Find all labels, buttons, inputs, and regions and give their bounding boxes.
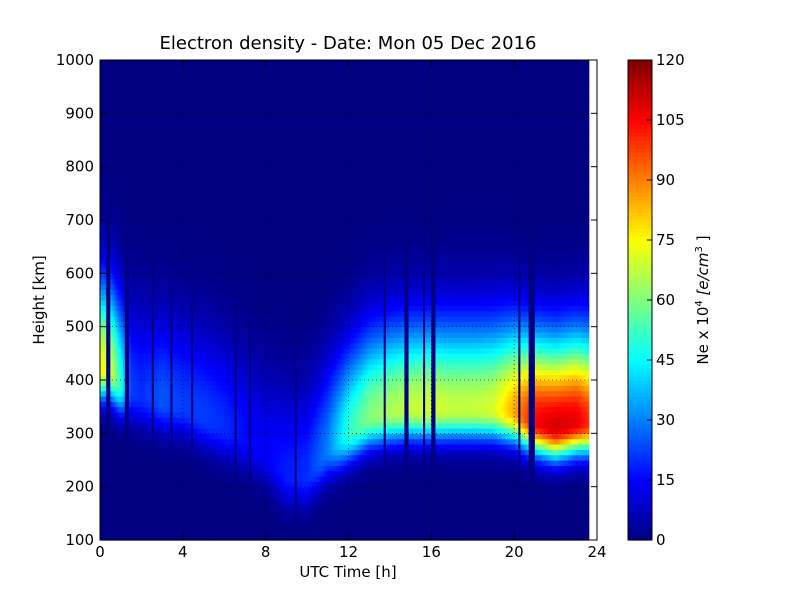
plot-area [100,60,597,541]
chart-title: Electron density - Date: Mon 05 Dec 2016 [160,33,537,54]
heatmap-cells [100,60,589,541]
